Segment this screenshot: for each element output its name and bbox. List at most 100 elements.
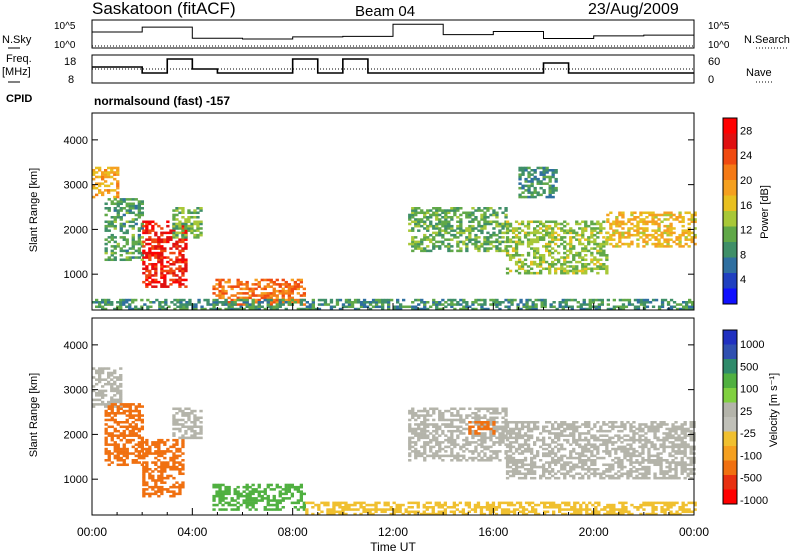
heatmap-cell — [163, 256, 167, 259]
heatmap-cell — [122, 454, 126, 458]
heatmap-cell — [536, 182, 540, 185]
heatmap-cell — [172, 459, 176, 462]
heatmap-cell — [145, 254, 149, 257]
heatmap-cell — [500, 508, 505, 511]
heatmap-cell — [311, 303, 316, 306]
heatmap-cell — [659, 459, 663, 462]
heatmap-cell — [408, 222, 412, 226]
heatmap-cell — [530, 220, 534, 224]
heatmap-cell — [542, 425, 546, 429]
heatmap-cell — [178, 285, 182, 288]
heatmap-cell — [104, 412, 108, 415]
heatmap-cell — [669, 224, 673, 228]
heatmap-cell — [599, 472, 603, 476]
heatmap-cell — [137, 307, 141, 311]
heatmap-cell — [160, 276, 164, 279]
heatmap-cell — [545, 231, 549, 235]
heatmap-cell — [272, 305, 276, 309]
heatmap-cell — [657, 242, 661, 246]
heatmap-cell — [137, 240, 142, 244]
heatmap-cell — [566, 434, 570, 437]
heatmap-cell — [498, 443, 502, 446]
heatmap-cell — [590, 251, 594, 255]
heatmap-cell — [166, 271, 170, 275]
heatmap-cell — [148, 485, 152, 489]
heatmap-cell — [530, 231, 534, 235]
heatmap-cell — [447, 231, 451, 235]
heatmap-cell — [514, 465, 519, 469]
heatmap-cell — [110, 175, 114, 179]
heatmap-cell — [527, 173, 531, 176]
heatmap-cell — [476, 503, 481, 507]
heatmap-cell — [160, 260, 164, 264]
heatmap-cell — [572, 269, 576, 273]
heatmap-cell — [526, 447, 531, 451]
heatmap-cell — [602, 429, 606, 433]
heatmap-cell — [175, 443, 179, 446]
nsky-strip: N.Sky 10^5 10^0 10^5 10^0 N.Search — [2, 19, 790, 51]
heatmap-cell — [113, 405, 117, 408]
heatmap-cell — [471, 218, 475, 221]
heatmap-cell — [113, 443, 117, 446]
heatmap-cell — [480, 425, 484, 429]
heatmap-cell — [579, 510, 583, 514]
heatmap-cell — [561, 307, 565, 311]
heatmap-cell — [290, 287, 295, 291]
heatmap-cell — [617, 447, 621, 451]
heatmap-cell — [181, 227, 185, 230]
heatmap-cell — [314, 503, 318, 507]
heatmap-cell — [407, 506, 411, 509]
heatmap-cell — [128, 412, 132, 415]
heatmap-cell — [534, 298, 538, 302]
heatmap-cell — [158, 303, 162, 306]
heatmap-cell — [548, 463, 552, 467]
heatmap-cell — [524, 189, 528, 192]
heatmap-cell — [524, 508, 529, 511]
heatmap-cell — [444, 434, 448, 437]
heatmap-cell — [163, 468, 167, 471]
heatmap-cell — [233, 508, 237, 511]
heatmap-cell — [579, 307, 583, 311]
heatmap-cell — [609, 238, 613, 241]
heatmap-cell — [239, 296, 243, 300]
heatmap-cell — [495, 441, 499, 444]
heatmap-cell — [554, 459, 558, 462]
heatmap-cell — [179, 303, 183, 306]
heatmap-cell — [456, 224, 460, 228]
heatmap-cell — [566, 461, 570, 464]
heatmap-cell — [290, 289, 295, 293]
heatmap-cell — [569, 432, 573, 435]
heatmap-cell — [533, 175, 537, 179]
heatmap-cell — [657, 245, 661, 248]
heatmap-cell — [581, 236, 585, 239]
heatmap-cell — [569, 470, 573, 473]
heatmap-cell — [134, 240, 138, 244]
heatmap-cell — [166, 465, 170, 469]
heatmap-cell — [573, 508, 577, 511]
heatmap-cell — [356, 307, 361, 311]
heatmap-cell — [98, 191, 102, 194]
heatmap-cell — [435, 231, 439, 235]
heatmap-cell — [566, 427, 570, 431]
heatmap-cell — [474, 423, 478, 426]
heatmap-cell — [501, 301, 505, 304]
heatmap-cell — [504, 452, 508, 455]
heatmap-cell — [368, 303, 373, 306]
heatmap-cell — [618, 238, 622, 241]
heatmap-cell — [290, 278, 295, 282]
heatmap-cell — [332, 506, 336, 509]
heatmap-cell — [269, 303, 273, 306]
heatmap-cell — [581, 438, 585, 442]
heatmap-cell — [175, 209, 179, 212]
heatmap-cell — [423, 456, 427, 460]
heatmap-cell — [116, 186, 120, 190]
heatmap-cell — [101, 403, 105, 406]
heatmap-cell — [682, 305, 686, 309]
heatmap-cell — [554, 177, 558, 181]
heatmap-cell — [681, 224, 685, 228]
heatmap-cell — [654, 231, 658, 235]
heatmap-cell — [618, 501, 622, 505]
heatmap-cell — [426, 418, 430, 422]
heatmap-cell — [581, 463, 585, 467]
heatmap-cell — [215, 278, 219, 282]
